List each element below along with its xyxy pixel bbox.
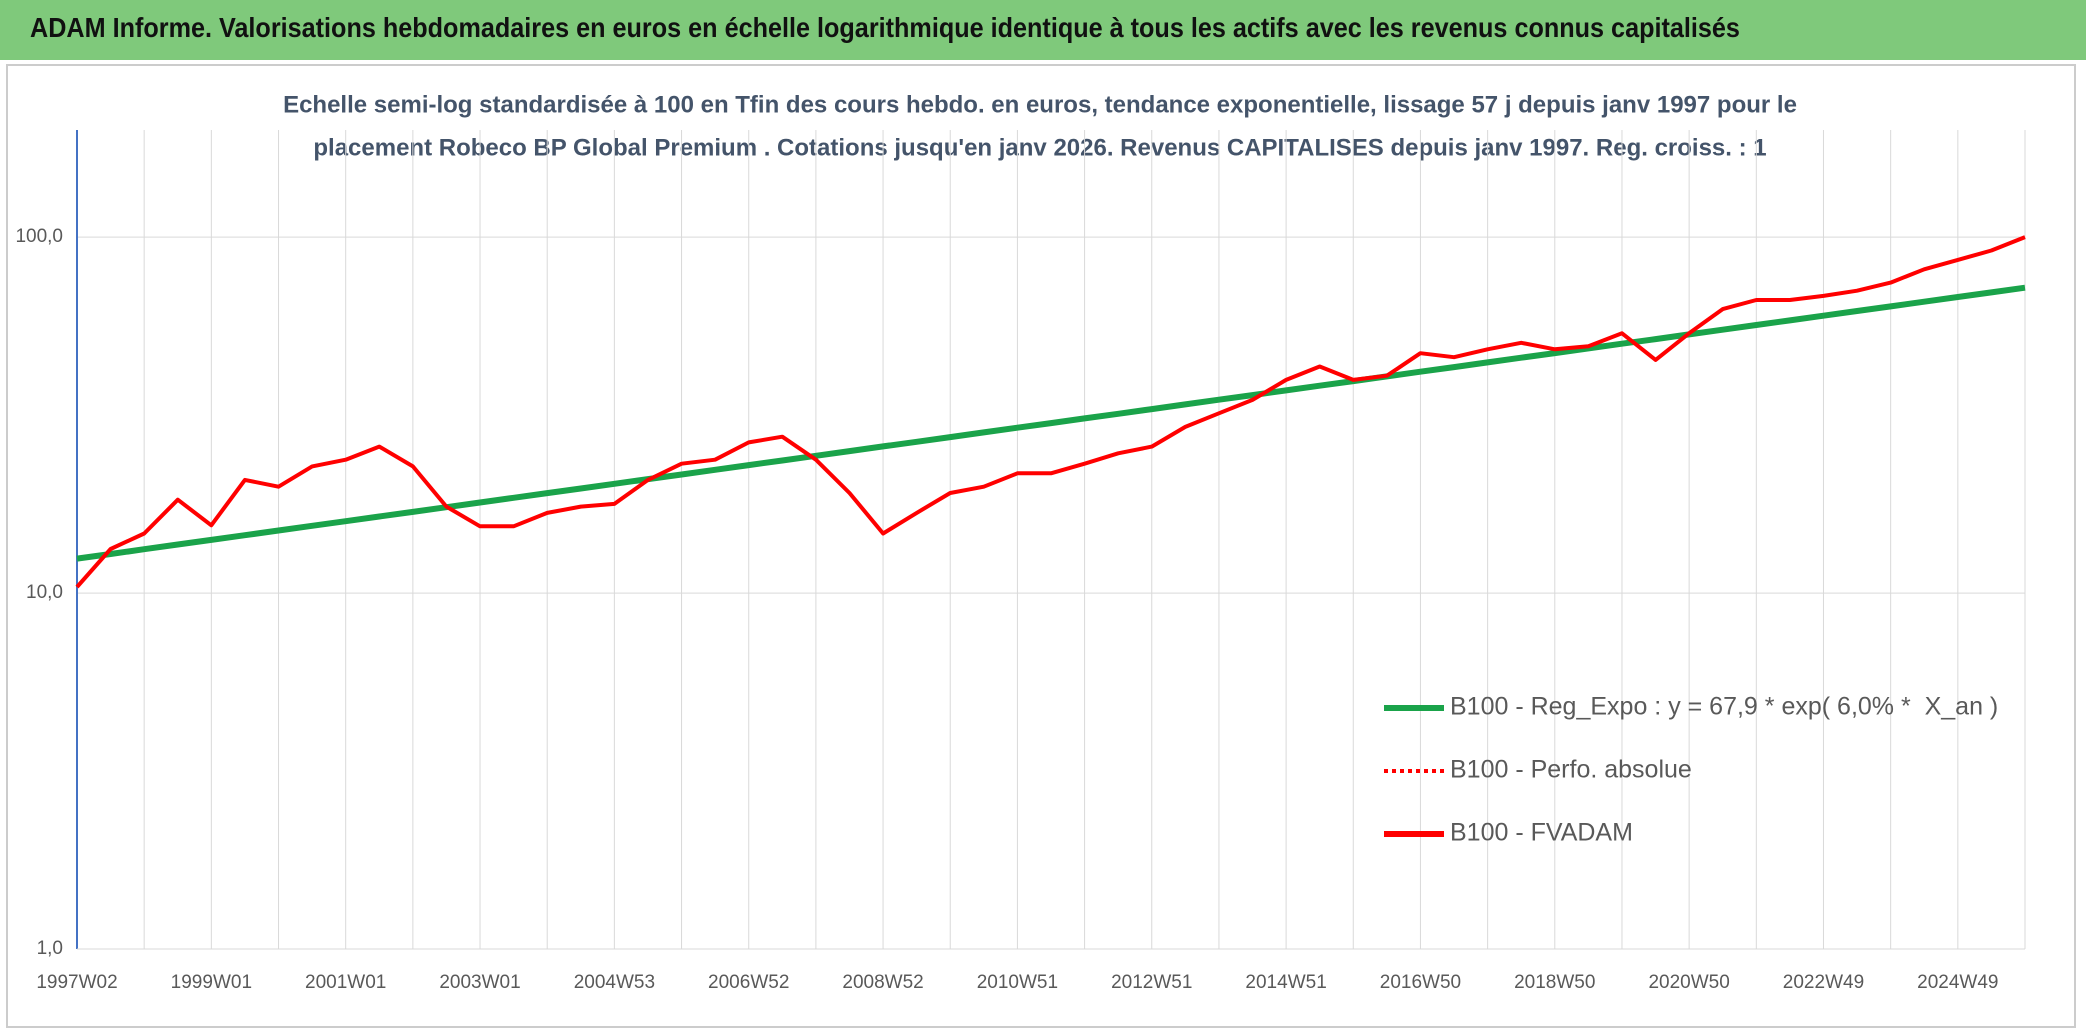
x-tick-label: 1999W01 — [171, 972, 252, 993]
x-tick-label: 2008W52 — [842, 972, 923, 993]
legend-label: B100 - FVADAM — [1450, 819, 1633, 847]
legend-label: B100 - Reg_Expo : y = 67,9 * exp( 6,0% *… — [1450, 693, 1998, 721]
header-bar: ADAM Informe. Valorisations hebdomadaire… — [0, 0, 2086, 60]
chart-subtitle: placement Robeco BP Global Premium . Cot… — [313, 134, 1766, 161]
x-tick-label: 2012W51 — [1111, 972, 1192, 993]
x-tick-label: 2006W52 — [708, 972, 789, 993]
x-tick-label: 2016W50 — [1380, 972, 1461, 993]
chart-frame — [6, 64, 2076, 1028]
y-tick-label: 1,0 — [37, 938, 63, 959]
series-line — [75, 235, 2026, 589]
legend-label: B100 - Perfo. absolue — [1450, 756, 1692, 784]
x-tick-label: 2001W01 — [305, 972, 386, 993]
x-tick-label: 2003W01 — [439, 972, 520, 993]
x-tick-label: 2022W49 — [1783, 972, 1864, 993]
x-tick-label: 2010W51 — [977, 972, 1058, 993]
x-tick-label: 2004W53 — [574, 972, 655, 993]
series-line — [76, 284, 2026, 562]
x-tick-label: 1997W02 — [36, 972, 117, 993]
header-title: ADAM Informe. Valorisations hebdomadaire… — [30, 12, 1740, 43]
x-tick-label: 2014W51 — [1245, 972, 1326, 993]
x-tick-label: 2020W50 — [1648, 972, 1729, 993]
x-tick-label: 2024W49 — [1917, 972, 1998, 993]
y-tick-label: 10,0 — [26, 582, 63, 603]
chart-subtitle: Echelle semi-log standardisée à 100 en T… — [283, 91, 1797, 118]
y-tick-label: 100,0 — [15, 226, 63, 247]
x-tick-label: 2018W50 — [1514, 972, 1595, 993]
